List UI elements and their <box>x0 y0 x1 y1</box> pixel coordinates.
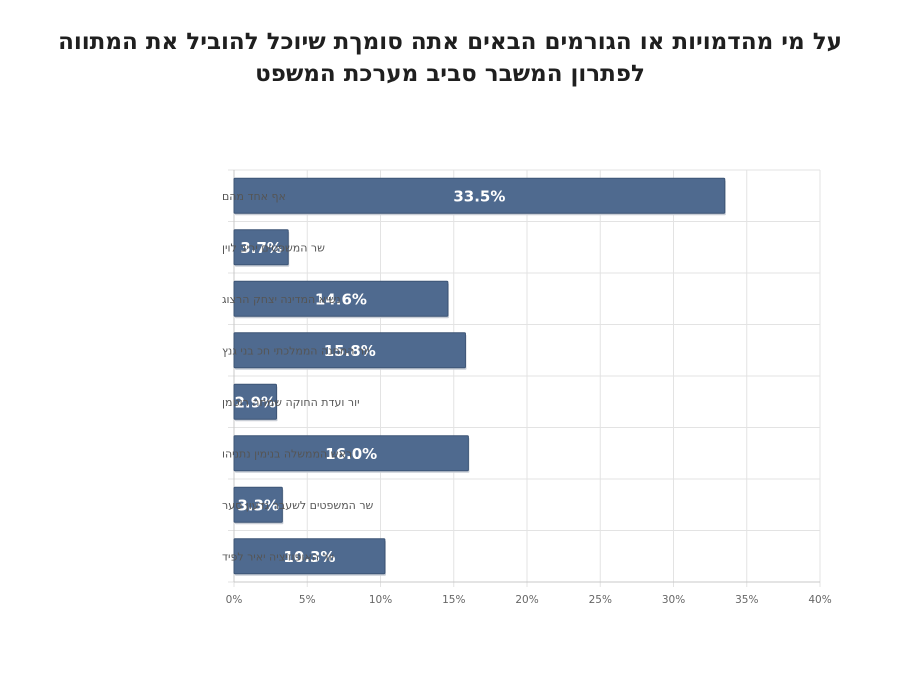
category-label: ראש הממשלה בנימין נתניהו <box>222 447 352 460</box>
bar <box>233 280 449 317</box>
x-tick-label: 25% <box>589 594 612 606</box>
x-tick-label: 15% <box>442 594 465 606</box>
chart-title: על מי מהדמויות או הגורמים הבאים אתה סומך… <box>58 29 842 87</box>
category-label: נשיא המדינה יצחק הרצוג <box>222 293 341 306</box>
category-label: שר המשפטים לשעבר גדעון סער <box>222 499 374 512</box>
bar <box>233 538 386 575</box>
data-label: 14.6% <box>315 290 367 308</box>
grid-lines <box>228 169 821 587</box>
bar <box>233 229 289 266</box>
data-label: 33.5% <box>453 187 505 205</box>
x-tick-label: 10% <box>369 594 392 606</box>
x-tick-label: 40% <box>808 594 831 606</box>
data-label: 2.9% <box>234 393 276 411</box>
category-label: יור האופוזיציה יאיר לפיד <box>222 550 334 563</box>
data-label: 15.8% <box>324 342 376 360</box>
bar <box>233 177 726 214</box>
x-tick-label: 35% <box>735 594 758 606</box>
x-tick-label: 30% <box>662 594 685 606</box>
data-label: 3.7% <box>240 239 282 257</box>
data-label: 16.0% <box>325 445 377 463</box>
bars <box>233 177 726 576</box>
labels: 0% 5% 10% 15% 20% 25% 30% 35% 40% 33.5% אף אחד מהם… <box>222 187 832 606</box>
bar <box>233 332 466 369</box>
bar <box>233 486 283 523</box>
bar <box>233 383 277 420</box>
data-label: 3.3% <box>237 496 279 514</box>
x-tick-label: 0% <box>226 594 243 606</box>
category-label: יור המחנה הממלכתי חכ בני גנץ <box>222 344 370 357</box>
bar <box>233 435 469 472</box>
category-label: יור ועדת החוקה שמחה רוטמן <box>222 396 360 409</box>
category-label: שר המשפטים יריב לוין <box>222 241 325 254</box>
category-label: אף אחד מהם <box>222 190 286 203</box>
x-tick-label: 5% <box>299 594 316 606</box>
data-label: 10.3% <box>283 548 335 566</box>
x-tick-label: 20% <box>515 594 538 606</box>
